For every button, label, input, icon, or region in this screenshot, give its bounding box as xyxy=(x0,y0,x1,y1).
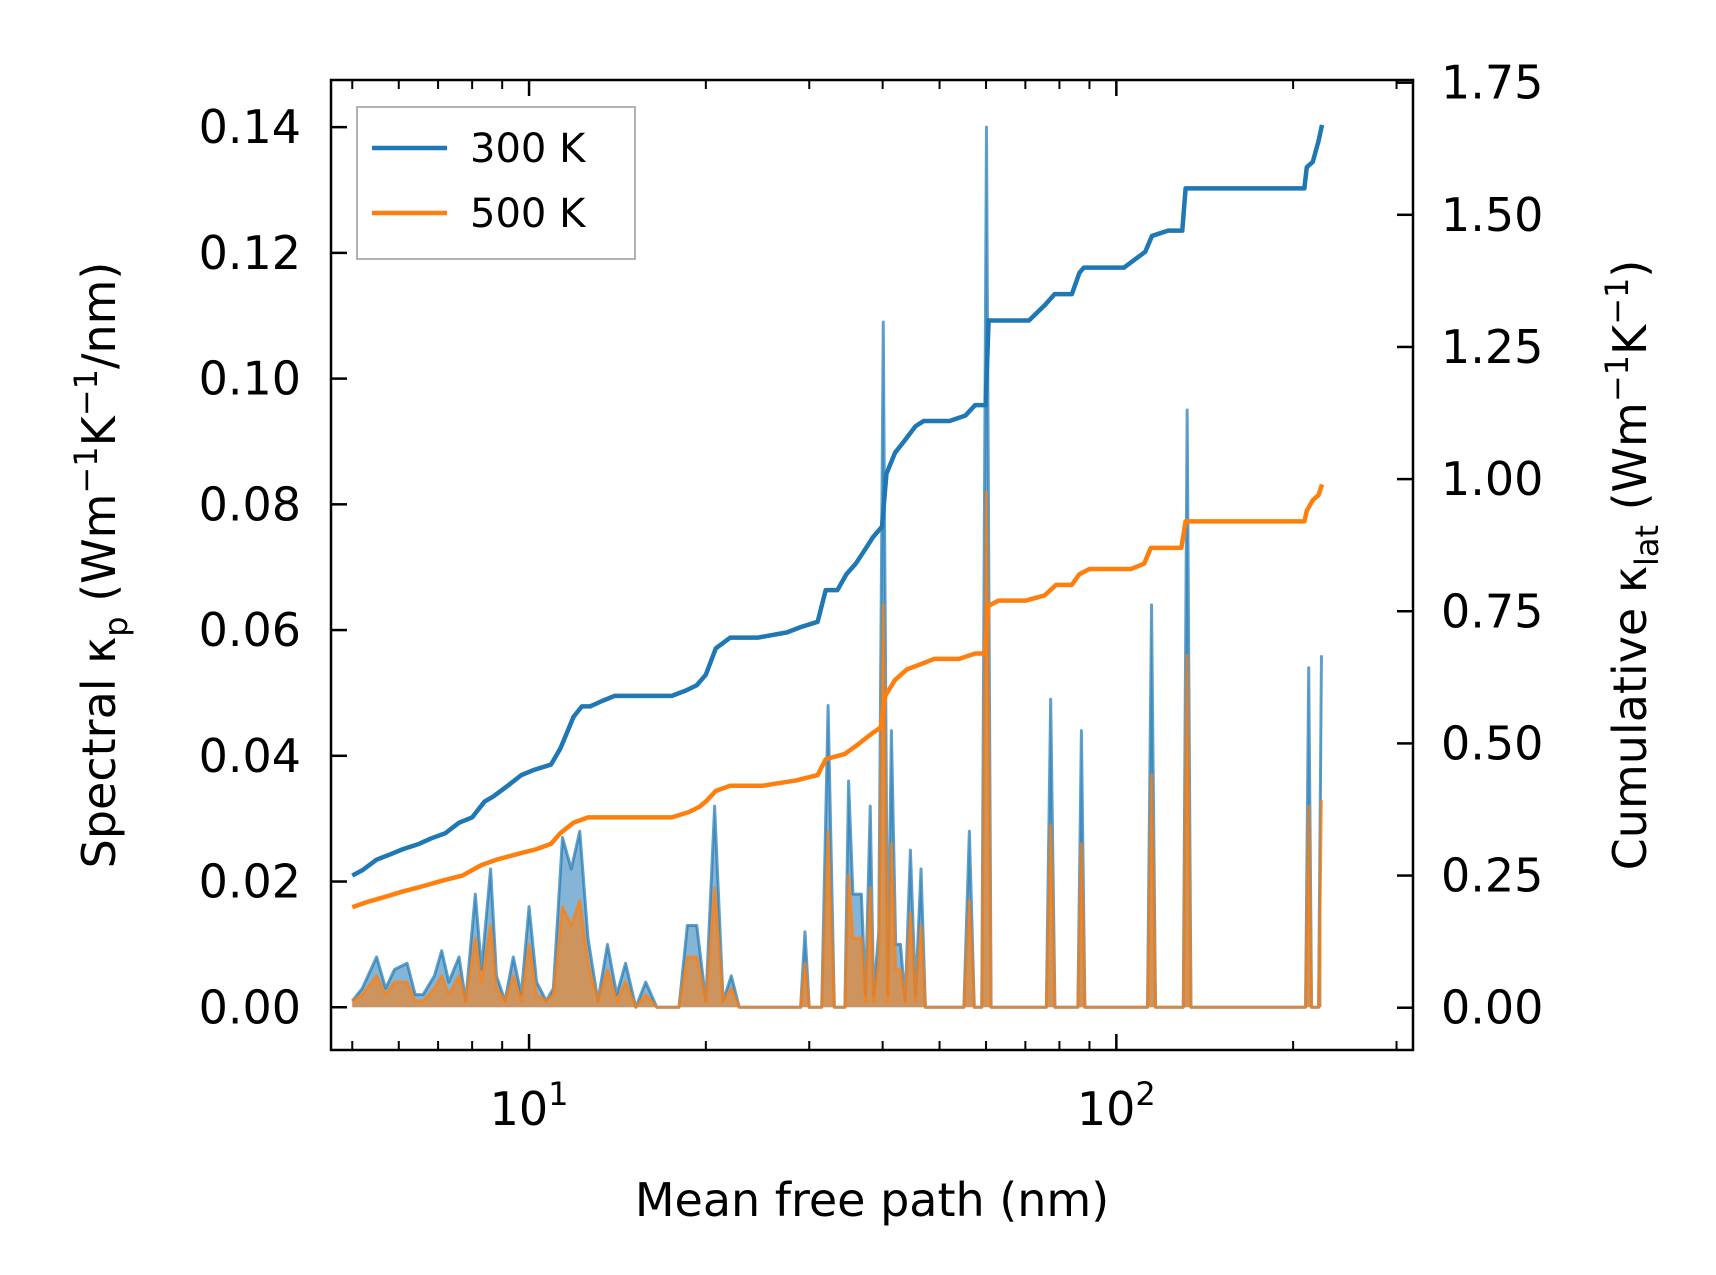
x-axis: 101 102 xyxy=(351,80,1398,1136)
x-tick-label: 102 xyxy=(1077,1075,1156,1136)
legend-label-300k: 300 K xyxy=(470,126,587,172)
legend-label-500k: 500 K xyxy=(470,191,587,237)
right-y-tick-label: 0.75 xyxy=(1441,584,1543,638)
left-y-tick-label: 0.06 xyxy=(199,603,301,657)
right-y-tick-label: 0.25 xyxy=(1441,849,1543,903)
legend: 300 K 500 K xyxy=(356,106,636,260)
spectral-fill-layer xyxy=(351,125,1323,1009)
right-y-tick-label: 0.50 xyxy=(1441,716,1543,770)
spectral-line-300k xyxy=(351,125,1323,1009)
cumulative-line-300k xyxy=(351,124,1325,878)
right-y-axis-label: Cumulative κlat (Wm−1K−1) xyxy=(1598,260,1666,871)
left-y-tick-label: 0.04 xyxy=(199,729,301,783)
right-y-axis: 0.00 0.25 0.50 0.75 1.00 1.25 1.50 1.75 xyxy=(1397,56,1543,1035)
right-y-tick-label: 1.75 xyxy=(1441,56,1543,110)
spectral-line-500k xyxy=(351,490,1323,1009)
x-axis-label: Mean free path (nm) xyxy=(635,1173,1109,1227)
left-y-axis-label: Spectral κp (Wm−1K−1/nm) xyxy=(67,262,135,869)
left-y-tick-label: 0.02 xyxy=(199,855,301,909)
left-y-axis: 0.00 0.02 0.04 0.06 0.08 0.10 0.12 0.14 xyxy=(199,100,347,1034)
cumulative-line-layer xyxy=(351,124,1325,910)
right-y-tick-label: 1.25 xyxy=(1441,320,1543,374)
right-y-tick-label: 1.00 xyxy=(1441,452,1543,506)
left-y-tick-label: 0.08 xyxy=(199,477,301,531)
cumulative-line-500k xyxy=(351,483,1325,910)
x-tick-label: 101 xyxy=(490,1075,569,1136)
left-y-tick-label: 0.00 xyxy=(199,980,301,1034)
right-y-tick-label: 0.00 xyxy=(1441,981,1543,1035)
left-y-tick-label: 0.10 xyxy=(199,352,301,406)
legend-box xyxy=(356,106,636,260)
right-y-tick-label: 1.50 xyxy=(1441,188,1543,242)
left-y-tick-label: 0.12 xyxy=(199,226,301,280)
left-y-tick-label: 0.14 xyxy=(199,100,301,154)
plot-frame xyxy=(329,78,1415,1052)
